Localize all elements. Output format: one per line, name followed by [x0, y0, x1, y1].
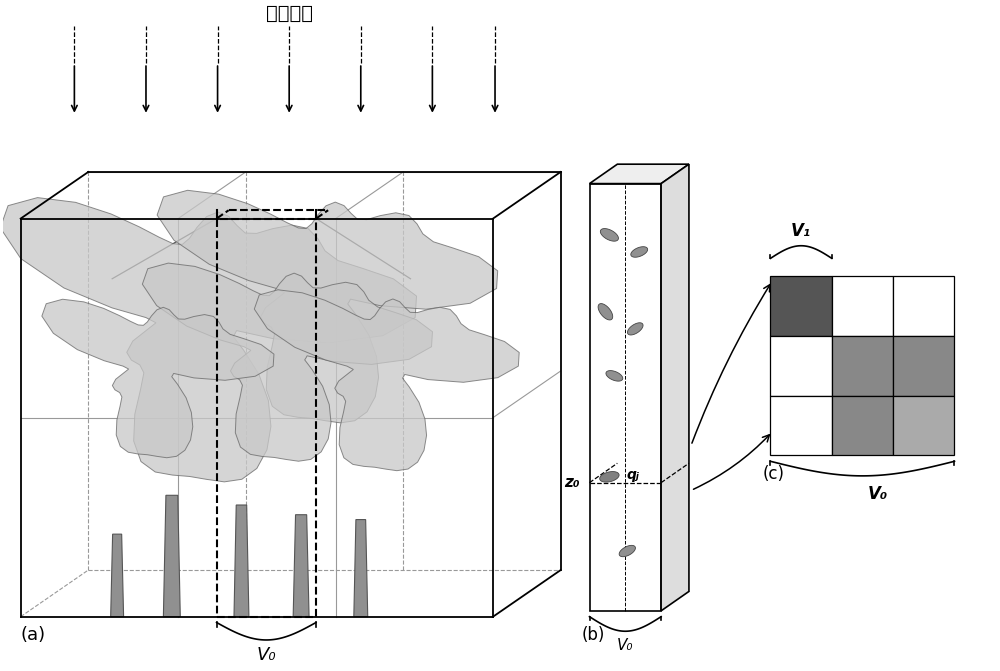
Polygon shape [590, 164, 689, 184]
Polygon shape [893, 336, 954, 396]
Text: qⱼ: qⱼ [626, 468, 639, 482]
Text: V₀: V₀ [256, 646, 276, 664]
Polygon shape [832, 396, 893, 456]
Polygon shape [832, 336, 893, 396]
Polygon shape [770, 336, 832, 396]
Polygon shape [0, 197, 417, 482]
Polygon shape [42, 299, 274, 458]
Polygon shape [770, 276, 832, 336]
Polygon shape [606, 370, 623, 381]
Polygon shape [293, 515, 309, 617]
Polygon shape [661, 164, 689, 611]
Polygon shape [234, 505, 249, 617]
Text: 太阳光线: 太阳光线 [266, 5, 313, 23]
Text: (c): (c) [763, 465, 785, 483]
Polygon shape [832, 276, 893, 336]
Text: z₀: z₀ [564, 475, 580, 491]
Text: V₀: V₀ [867, 484, 887, 503]
Text: V₀: V₀ [617, 638, 634, 653]
Polygon shape [590, 184, 661, 611]
Polygon shape [354, 519, 368, 617]
Polygon shape [893, 276, 954, 336]
Polygon shape [631, 247, 648, 257]
Polygon shape [142, 263, 432, 461]
Text: (b): (b) [582, 627, 605, 644]
Polygon shape [157, 191, 498, 423]
Polygon shape [770, 396, 832, 456]
Text: (a): (a) [21, 627, 46, 644]
Polygon shape [627, 323, 643, 335]
Polygon shape [598, 303, 613, 320]
Text: V₁: V₁ [791, 222, 811, 240]
Polygon shape [254, 290, 519, 470]
Polygon shape [619, 546, 635, 557]
Polygon shape [111, 534, 124, 617]
Polygon shape [163, 495, 180, 617]
Polygon shape [893, 396, 954, 456]
Polygon shape [600, 229, 618, 241]
Polygon shape [600, 472, 619, 482]
